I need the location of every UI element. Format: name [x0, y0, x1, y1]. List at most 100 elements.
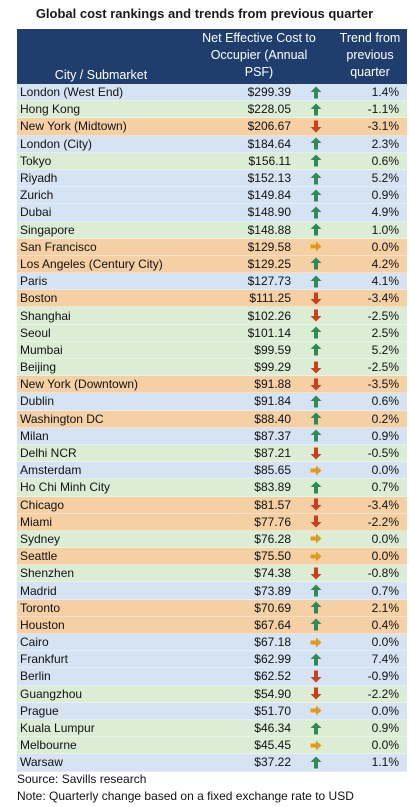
cost-cell: $149.84 [247, 188, 291, 203]
table-row: New York (Midtown) $206.67 -3.1% [17, 118, 407, 136]
trend-icon-cell [297, 326, 335, 339]
city-cell: Frankfurt [20, 652, 69, 667]
header-cost-line-2: Occupier (Annual [210, 48, 308, 62]
cost-cell: $152.13 [247, 171, 291, 186]
trend-arrow-shape [310, 618, 322, 631]
trend-arrow-shape [310, 465, 322, 476]
trend-up-arrow-icon [310, 86, 322, 99]
table-body: London (West End) $299.39 1.4% Hong Kong $22… [17, 84, 407, 772]
table-row: Toronto $70.69 2.1% [17, 599, 407, 617]
table-row: Shanghai $102.26 -2.5% [17, 307, 407, 325]
city-cell: Miami [20, 514, 52, 529]
trend-flat-arrow-icon [310, 637, 322, 648]
trend-icon-cell [297, 498, 335, 511]
trend-icon-cell [297, 120, 335, 133]
trend-up-arrow-icon [310, 722, 322, 735]
trend-icon-cell [297, 172, 335, 185]
trend-icon-cell [297, 550, 335, 563]
trend-cell: 2.3% [371, 136, 399, 151]
trend-flat-arrow-icon [310, 551, 322, 562]
table-row: Washington DC $88.40 0.2% [17, 410, 407, 428]
trend-cell: -3.4% [367, 291, 399, 306]
table-row: Mumbai $99.59 5.2% [17, 341, 407, 359]
trend-down-arrow-icon [310, 670, 322, 683]
table-row: Shenzhen $74.38 -0.8% [17, 565, 407, 583]
cost-cell: $184.64 [247, 136, 291, 151]
trend-arrow-shape [310, 206, 322, 219]
city-cell: Boston [20, 291, 58, 306]
city-cell: Chicago [20, 497, 65, 512]
trend-cell: 0.0% [371, 463, 399, 478]
table-row: Dubai $148.90 4.9% [17, 204, 407, 222]
trend-icon-cell [297, 240, 335, 253]
cost-cell: $62.99 [254, 652, 291, 667]
table-row: Seoul $101.14 2.5% [17, 324, 407, 342]
trend-arrow-shape [310, 584, 322, 597]
city-cell: Seoul [20, 325, 51, 340]
city-cell: Los Angeles (Century City) [20, 256, 163, 271]
city-cell: Kuala Lumpur [20, 721, 95, 736]
trend-cell: 4.1% [371, 274, 399, 289]
trend-icon-cell [297, 257, 335, 270]
trend-down-arrow-icon [310, 515, 322, 528]
trend-icon-cell [297, 464, 335, 477]
trend-cell: 0.4% [371, 617, 399, 632]
trend-down-arrow-icon [310, 447, 322, 460]
trend-icon-cell [297, 275, 335, 288]
city-cell: New York (Midtown) [20, 119, 127, 134]
trend-icon-cell [297, 687, 335, 700]
trend-up-arrow-icon [310, 395, 322, 408]
trend-cell: 7.4% [371, 652, 399, 667]
cost-cell: $77.76 [254, 514, 291, 529]
trend-icon-cell [297, 154, 335, 167]
trend-cell: -2.2% [367, 686, 399, 701]
trend-up-arrow-icon [310, 429, 322, 442]
trend-arrow-shape [310, 653, 322, 666]
cost-cell: $67.64 [254, 617, 291, 632]
trend-arrow-shape [310, 567, 322, 580]
trend-icon-cell [297, 292, 335, 305]
trend-icon-cell [297, 653, 335, 666]
trend-up-arrow-icon [310, 756, 322, 769]
trend-up-arrow-icon [310, 189, 322, 202]
table-row: Los Angeles (Century City) $129.25 4.2% [17, 255, 407, 274]
city-cell: Riyadh [20, 171, 58, 186]
table-row: Milan $87.37 0.9% [17, 427, 407, 445]
cost-cell: $81.57 [254, 497, 291, 512]
cost-cell: $148.90 [247, 205, 291, 220]
cost-cell: $54.90 [254, 686, 291, 701]
trend-icon-cell [297, 601, 335, 614]
table-row: Hong Kong $228.05 -1.1% [17, 101, 407, 119]
cost-cell: $85.65 [254, 463, 291, 478]
trend-cell: 0.9% [371, 188, 399, 203]
trend-cell: 0.7% [371, 583, 399, 598]
trend-icon-cell [297, 584, 335, 597]
trend-icon-cell [297, 704, 335, 717]
table-row: Cairo $67.18 0.0% [17, 634, 407, 652]
city-cell: Milan [20, 428, 49, 443]
table-row: Beijing $99.29 -2.5% [17, 359, 407, 377]
trend-icon-cell [297, 137, 335, 150]
trend-up-arrow-icon [310, 481, 322, 494]
table-row: Guangzhou $54.90 -2.2% [17, 685, 407, 703]
city-cell: Prague [20, 703, 59, 718]
city-cell: Dublin [20, 394, 55, 409]
trend-arrow-shape [310, 361, 322, 374]
trend-cell: 0.0% [371, 738, 399, 753]
trend-up-arrow-icon [310, 584, 322, 597]
table-row: New York (Downtown) $91.88 -3.5% [17, 376, 407, 394]
table-row: Miami $77.76 -2.2% [17, 513, 407, 531]
trend-cell: 0.0% [371, 531, 399, 546]
trend-up-arrow-icon [310, 257, 322, 270]
trend-icon-cell [297, 722, 335, 735]
trend-arrow-shape [310, 515, 322, 528]
trend-arrow-shape [310, 498, 322, 511]
cost-table: City / Submarket Net Effective Cost to O… [17, 29, 407, 772]
cost-cell: $51.70 [254, 703, 291, 718]
trend-up-arrow-icon [310, 653, 322, 666]
trend-icon-cell [297, 309, 335, 322]
trend-cell: -3.1% [367, 119, 399, 134]
trend-cell: 0.6% [371, 153, 399, 168]
cost-cell: $206.67 [247, 119, 291, 134]
city-cell: Melbourne [20, 738, 77, 753]
